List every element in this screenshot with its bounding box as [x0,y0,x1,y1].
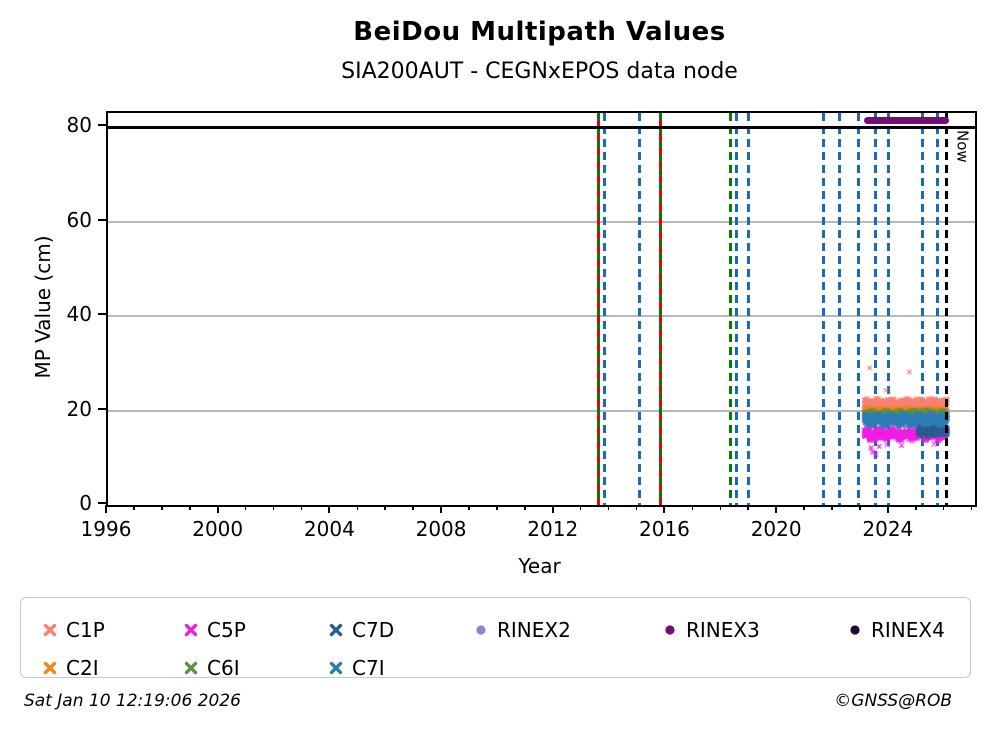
x-minor-tick-mark [691,505,694,510]
x-minor-tick-mark [189,505,191,510]
x-minor-tick-mark [133,505,135,510]
y-tick-mark [98,124,106,127]
x-minor-tick-mark [161,505,163,510]
credit-text: ©GNSS@ROB [834,691,952,711]
dot-marker-icon [850,625,860,635]
x-minor-tick-mark [942,505,945,510]
x-tick-label: 2012 [527,517,579,541]
legend-label: C7I [352,656,385,680]
y-tick-label: 80 [66,113,92,138]
x-tick-mark [663,505,666,513]
legend-item-rinex4: RINEX4 [848,618,945,642]
x-tick-mark [328,505,331,513]
x-tick-mark [216,505,219,513]
y-tick-mark [98,407,106,410]
x-minor-tick-mark [803,505,805,510]
legend-item-c7i: C7I [329,656,385,680]
x-minor-tick-mark [356,505,359,510]
legend-label: C2I [66,656,99,680]
x-minor-tick-mark [831,505,833,510]
y-tick-mark [98,218,106,221]
x-tick-mark [551,505,554,513]
x-minor-tick-mark [915,505,917,510]
x-tick-label: 2008 [415,517,467,541]
x-minor-tick-mark [579,505,582,510]
x-minor-tick-mark [412,505,414,510]
x-marker-icon [329,661,343,675]
x-tick-label: 1996 [80,517,132,541]
legend-label: C5P [207,618,246,642]
x-tick-label: 2004 [303,517,355,541]
x-tick-label: 2016 [639,517,690,541]
x-minor-tick-mark [607,505,610,510]
legend-item-c6i: C6I [184,656,240,680]
x-minor-tick-mark [635,505,638,510]
x-tick-label: 2000 [192,517,244,541]
threshold-line-80cm [108,125,975,129]
x-marker-icon [43,661,57,675]
x-marker-icon [184,623,198,637]
legend-label: RINEX3 [686,618,760,642]
x-marker-icon [184,661,198,675]
x-tick-mark [886,505,889,513]
legend-label: RINEX2 [497,618,571,642]
chart-subtitle: SIA200AUT - CEGNxEPOS data node [341,59,738,84]
y-tick-label: 60 [66,207,92,232]
y-tick-label: 20 [66,396,92,421]
x-tick-mark [440,505,443,513]
plot-timestamp: Sat Jan 10 12:19:06 2026 [24,691,241,711]
legend-label: C1P [66,618,105,642]
legend-item-c5p: C5P [184,618,246,642]
legend-item-c2i: C2I [43,656,99,680]
x-minor-tick-mark [859,505,861,510]
dot-marker-icon [665,625,675,635]
x-minor-tick-mark [970,505,973,510]
legend-label: C6I [207,656,240,680]
dot-marker-icon [476,625,486,635]
x-minor-tick-mark [272,505,275,510]
now-line [945,113,948,505]
now-label: Now [953,130,972,163]
plot-area: Now [106,111,977,507]
x-minor-tick-mark [719,505,722,510]
x-minor-tick-mark [384,505,386,510]
x-marker-icon [329,623,343,637]
y-tick-mark [98,502,106,504]
legend-item-c7d: C7D [329,618,394,642]
x-tick-label: 2020 [750,517,802,541]
rinex3-line [864,117,950,125]
x-tick-mark [775,505,778,513]
legend-item-c1p: C1P [43,618,105,642]
chart-title: BeiDou Multipath Values [353,17,726,47]
x-tick-label: 2024 [862,517,914,541]
legend-label: RINEX4 [871,618,945,642]
legend-item-rinex2: RINEX2 [474,618,571,642]
y-tick-label: 40 [66,302,92,327]
x-minor-tick-mark [468,505,470,510]
y-tick-label: 0 [79,491,92,515]
y-tick-mark [98,313,106,316]
x-tick-mark [105,505,107,513]
x-minor-tick-mark [747,505,749,510]
x-minor-tick-mark [496,505,498,510]
legend-box: C1P C5P C7D RINEX2 RINEX3 RINEX4 C2I C6I C7I [20,597,971,680]
x-minor-tick-mark [524,505,526,510]
legend-item-rinex3: RINEX3 [663,618,760,642]
scatter-canvas [108,113,975,505]
x-minor-tick-mark [300,505,303,510]
x-marker-icon [43,623,57,637]
legend-label: C7D [352,618,395,642]
x-minor-tick-mark [244,505,247,510]
x-axis-label: Year [518,554,561,578]
